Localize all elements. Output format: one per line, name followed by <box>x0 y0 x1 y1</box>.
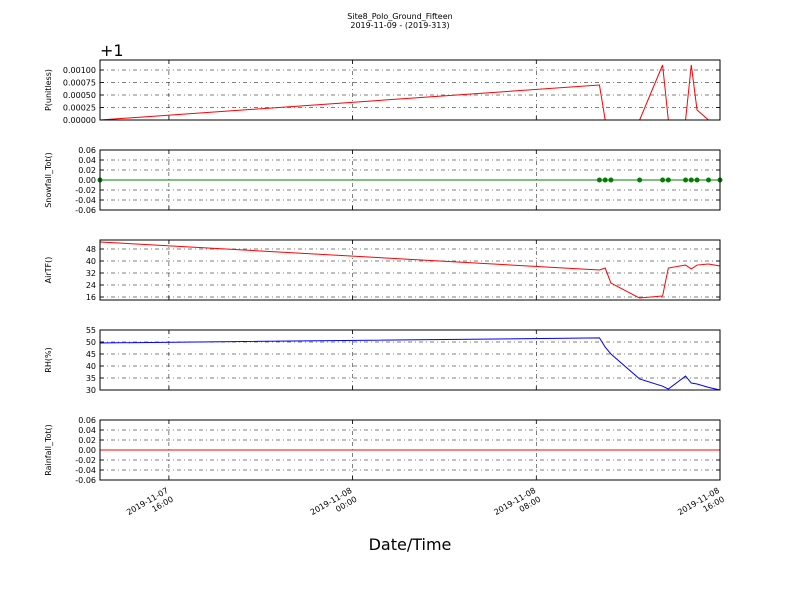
y-tick-label: 0.04 <box>78 156 96 165</box>
y-tick-label: 0.00 <box>78 446 96 455</box>
y-tick-label: 0.00050 <box>63 91 96 100</box>
data-line <box>99 241 721 299</box>
data-point <box>694 177 700 183</box>
x-axis-label: Date/Time <box>369 535 452 554</box>
data-line <box>99 64 720 121</box>
y-axis-label: P(unitless) <box>44 69 53 111</box>
y-tick-label: 0.04 <box>78 426 96 435</box>
figure-title: Site8_Polo_Ground_Fifteen <box>347 12 452 21</box>
data-point <box>683 177 689 183</box>
y-tick-label: 0.00100 <box>63 66 96 75</box>
y-tick-label: 0.06 <box>78 416 96 425</box>
data-point <box>706 177 712 183</box>
y-axis-label: RH(%) <box>44 347 53 372</box>
y-tick-label: 35 <box>86 374 96 383</box>
y-tick-label: 48 <box>86 245 96 254</box>
y-axis-label: AirTF() <box>44 257 53 284</box>
y-tick-label: 0.00075 <box>63 79 96 88</box>
y-tick-label: 0.00 <box>78 176 96 185</box>
y-tick-label: -0.04 <box>75 196 96 205</box>
data-point <box>602 177 608 183</box>
y-tick-label: -0.02 <box>75 186 96 195</box>
y-axis-label: Snowfall_Tot() <box>44 152 53 208</box>
y-tick-label: 0.00000 <box>63 116 96 125</box>
y-tick-label: 40 <box>86 257 96 266</box>
y-tick-label: -0.06 <box>75 206 96 215</box>
data-point <box>637 177 643 183</box>
y-tick-label: -0.06 <box>75 476 96 485</box>
y-tick-label: 55 <box>86 326 96 335</box>
axes-frame <box>99 239 721 301</box>
data-line <box>99 337 721 391</box>
y-tick-label: 50 <box>86 338 96 347</box>
data-point <box>660 177 666 183</box>
axes-frame <box>99 149 721 211</box>
y-tick-label: 16 <box>86 293 96 302</box>
y-tick-label: 0.06 <box>78 146 96 155</box>
y-tick-label: 40 <box>86 362 96 371</box>
y-tick-label: 0.02 <box>78 436 96 445</box>
y-tick-label: 30 <box>86 386 96 395</box>
figure-subtitle: 2019-11-09 - (2019-313) <box>350 21 449 30</box>
y-tick-label: 45 <box>86 350 96 359</box>
y-tick-label: 32 <box>86 269 96 278</box>
y-tick-label: 0.02 <box>78 166 96 175</box>
data-point <box>665 177 671 183</box>
data-point <box>688 177 694 183</box>
offset-label: +1 <box>100 41 124 60</box>
data-point <box>596 177 602 183</box>
axes-frame <box>99 419 721 481</box>
data-point <box>608 177 614 183</box>
axes-frame <box>99 59 721 121</box>
y-tick-label: 24 <box>86 281 96 290</box>
y-tick-label: -0.02 <box>75 456 96 465</box>
y-tick-label: -0.04 <box>75 466 96 475</box>
axes-frame <box>99 329 721 391</box>
y-tick-label: 0.00025 <box>63 104 96 113</box>
y-axis-label: Rainfall_Tot() <box>44 424 53 476</box>
